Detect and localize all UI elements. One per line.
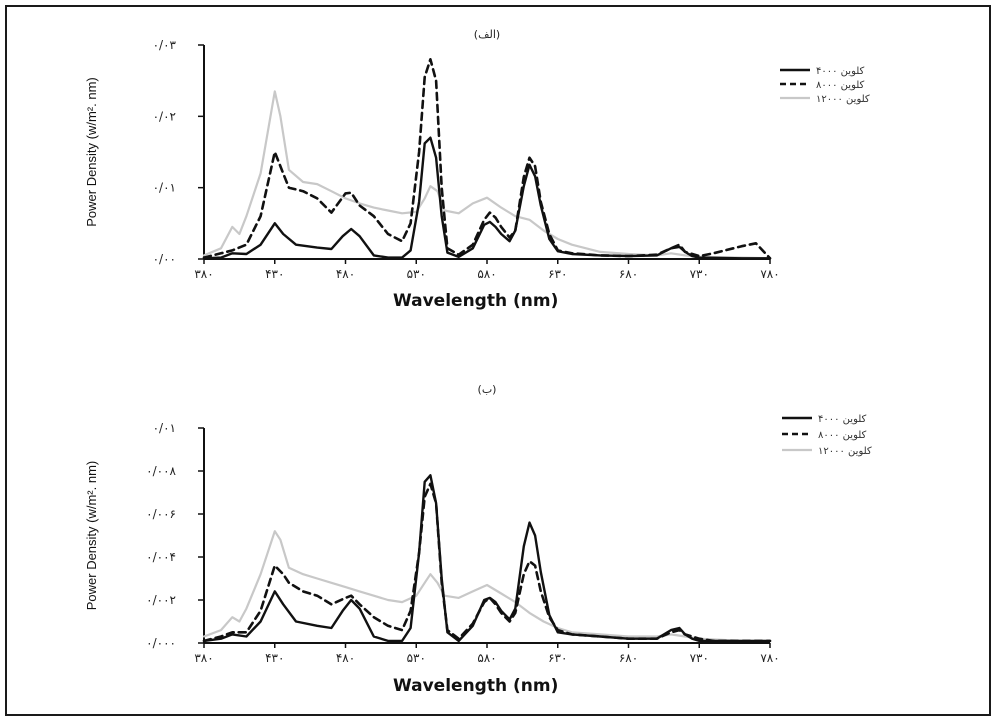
chart-2: (ب) ۳۸۰ ۴۳۰ ۴۸۰ ۵۳۰ ۵۸۰ ۶۳۰ ۶۸۰ ۷۳۰ ۷۸۰ ۰/۰۰۰ ۰/۰۰۲… <box>84 383 872 696</box>
series-line-3 <box>202 530 772 643</box>
x-tick-label: ۴۸۰ <box>336 651 355 665</box>
series-line-2 <box>202 482 772 643</box>
x-tick-label: ۵۳۰ <box>407 267 426 281</box>
y-tick-label: ۰/۰۱ <box>153 421 176 435</box>
y-tick-label: ۰/۰۰۴ <box>146 550 176 564</box>
x-tick-label: ۵۸۰ <box>477 267 496 281</box>
legend-label: ۱۲۰۰۰ کلوین <box>816 94 870 105</box>
legend: ۴۰۰۰ کلوین ۸۰۰۰ کلوین ۱۲۰۰۰ کلوین <box>782 414 872 457</box>
y-tick-label: ۰/۰۲ <box>153 109 176 123</box>
chart-title: (ب) <box>478 383 497 396</box>
x-axis-label: Wavelength (nm) <box>393 676 558 696</box>
x-tick-label: ۵۳۰ <box>407 651 426 665</box>
y-tick-label: ۰/۰۰۸ <box>146 464 176 478</box>
x-tick-label: ۶۸۰ <box>619 267 638 281</box>
x-tick-label: ۴۸۰ <box>336 267 355 281</box>
legend-label: ۴۰۰۰ کلوین <box>816 66 865 77</box>
series-line-2 <box>202 57 772 260</box>
legend-label: ۱۲۰۰۰ کلوین <box>818 446 872 457</box>
y-tick-label: ۰/۰۰۶ <box>146 507 176 521</box>
y-axis-label: Power Density (w/m². nm) <box>84 77 99 227</box>
x-tick-label: ۷۸۰ <box>760 267 779 281</box>
y-tick-label: ۰/۰۳ <box>153 38 177 52</box>
chart-1: (الف) ۳۸۰ ۴۳۰ ۴۸۰ ۵۳۰ ۵۸۰ ۶۳۰ ۶۸۰ ۷۳۰ ۷۸۰ ۰/۰۰ ۰/۰۱… <box>84 28 870 311</box>
x-tick-label: ۷۸۰ <box>760 651 779 665</box>
legend-label: ۸۰۰۰ کلوین <box>818 430 867 441</box>
x-tick-label: ۷۳۰ <box>690 267 709 281</box>
x-tick-label: ۴۳۰ <box>265 267 284 281</box>
legend: ۴۰۰۰ کلوین ۸۰۰۰ کلوین ۱۲۰۰۰ کلوین <box>780 66 870 105</box>
y-tick-label: ۰/۰۰۲ <box>146 593 176 607</box>
y-tick-label: ۰/۰۰ <box>153 252 176 266</box>
x-tick-label: ۷۳۰ <box>690 651 709 665</box>
legend-label: ۴۰۰۰ کلوین <box>818 414 867 425</box>
x-tick-label: ۵۸۰ <box>477 651 496 665</box>
series-line-3 <box>202 90 772 260</box>
x-tick-label: ۳۸۰ <box>194 651 213 665</box>
y-axis-label: Power Density (w/m². nm) <box>84 461 99 611</box>
x-tick-label: ۶۳۰ <box>548 651 567 665</box>
x-tick-label: ۴۳۰ <box>265 651 284 665</box>
series-line-1 <box>202 474 772 643</box>
chart-title: (الف) <box>474 28 500 41</box>
legend-label: ۸۰۰۰ کلوین <box>816 80 865 91</box>
x-tick-label: ۳۸۰ <box>194 267 213 281</box>
y-tick-label: ۰/۰۱ <box>153 181 176 195</box>
x-tick-label: ۶۸۰ <box>619 651 638 665</box>
x-axis-label: Wavelength (nm) <box>393 291 558 311</box>
y-tick-label: ۰/۰۰۰ <box>146 636 176 650</box>
x-tick-label: ۶۳۰ <box>548 267 567 281</box>
figure-frame <box>5 5 991 716</box>
